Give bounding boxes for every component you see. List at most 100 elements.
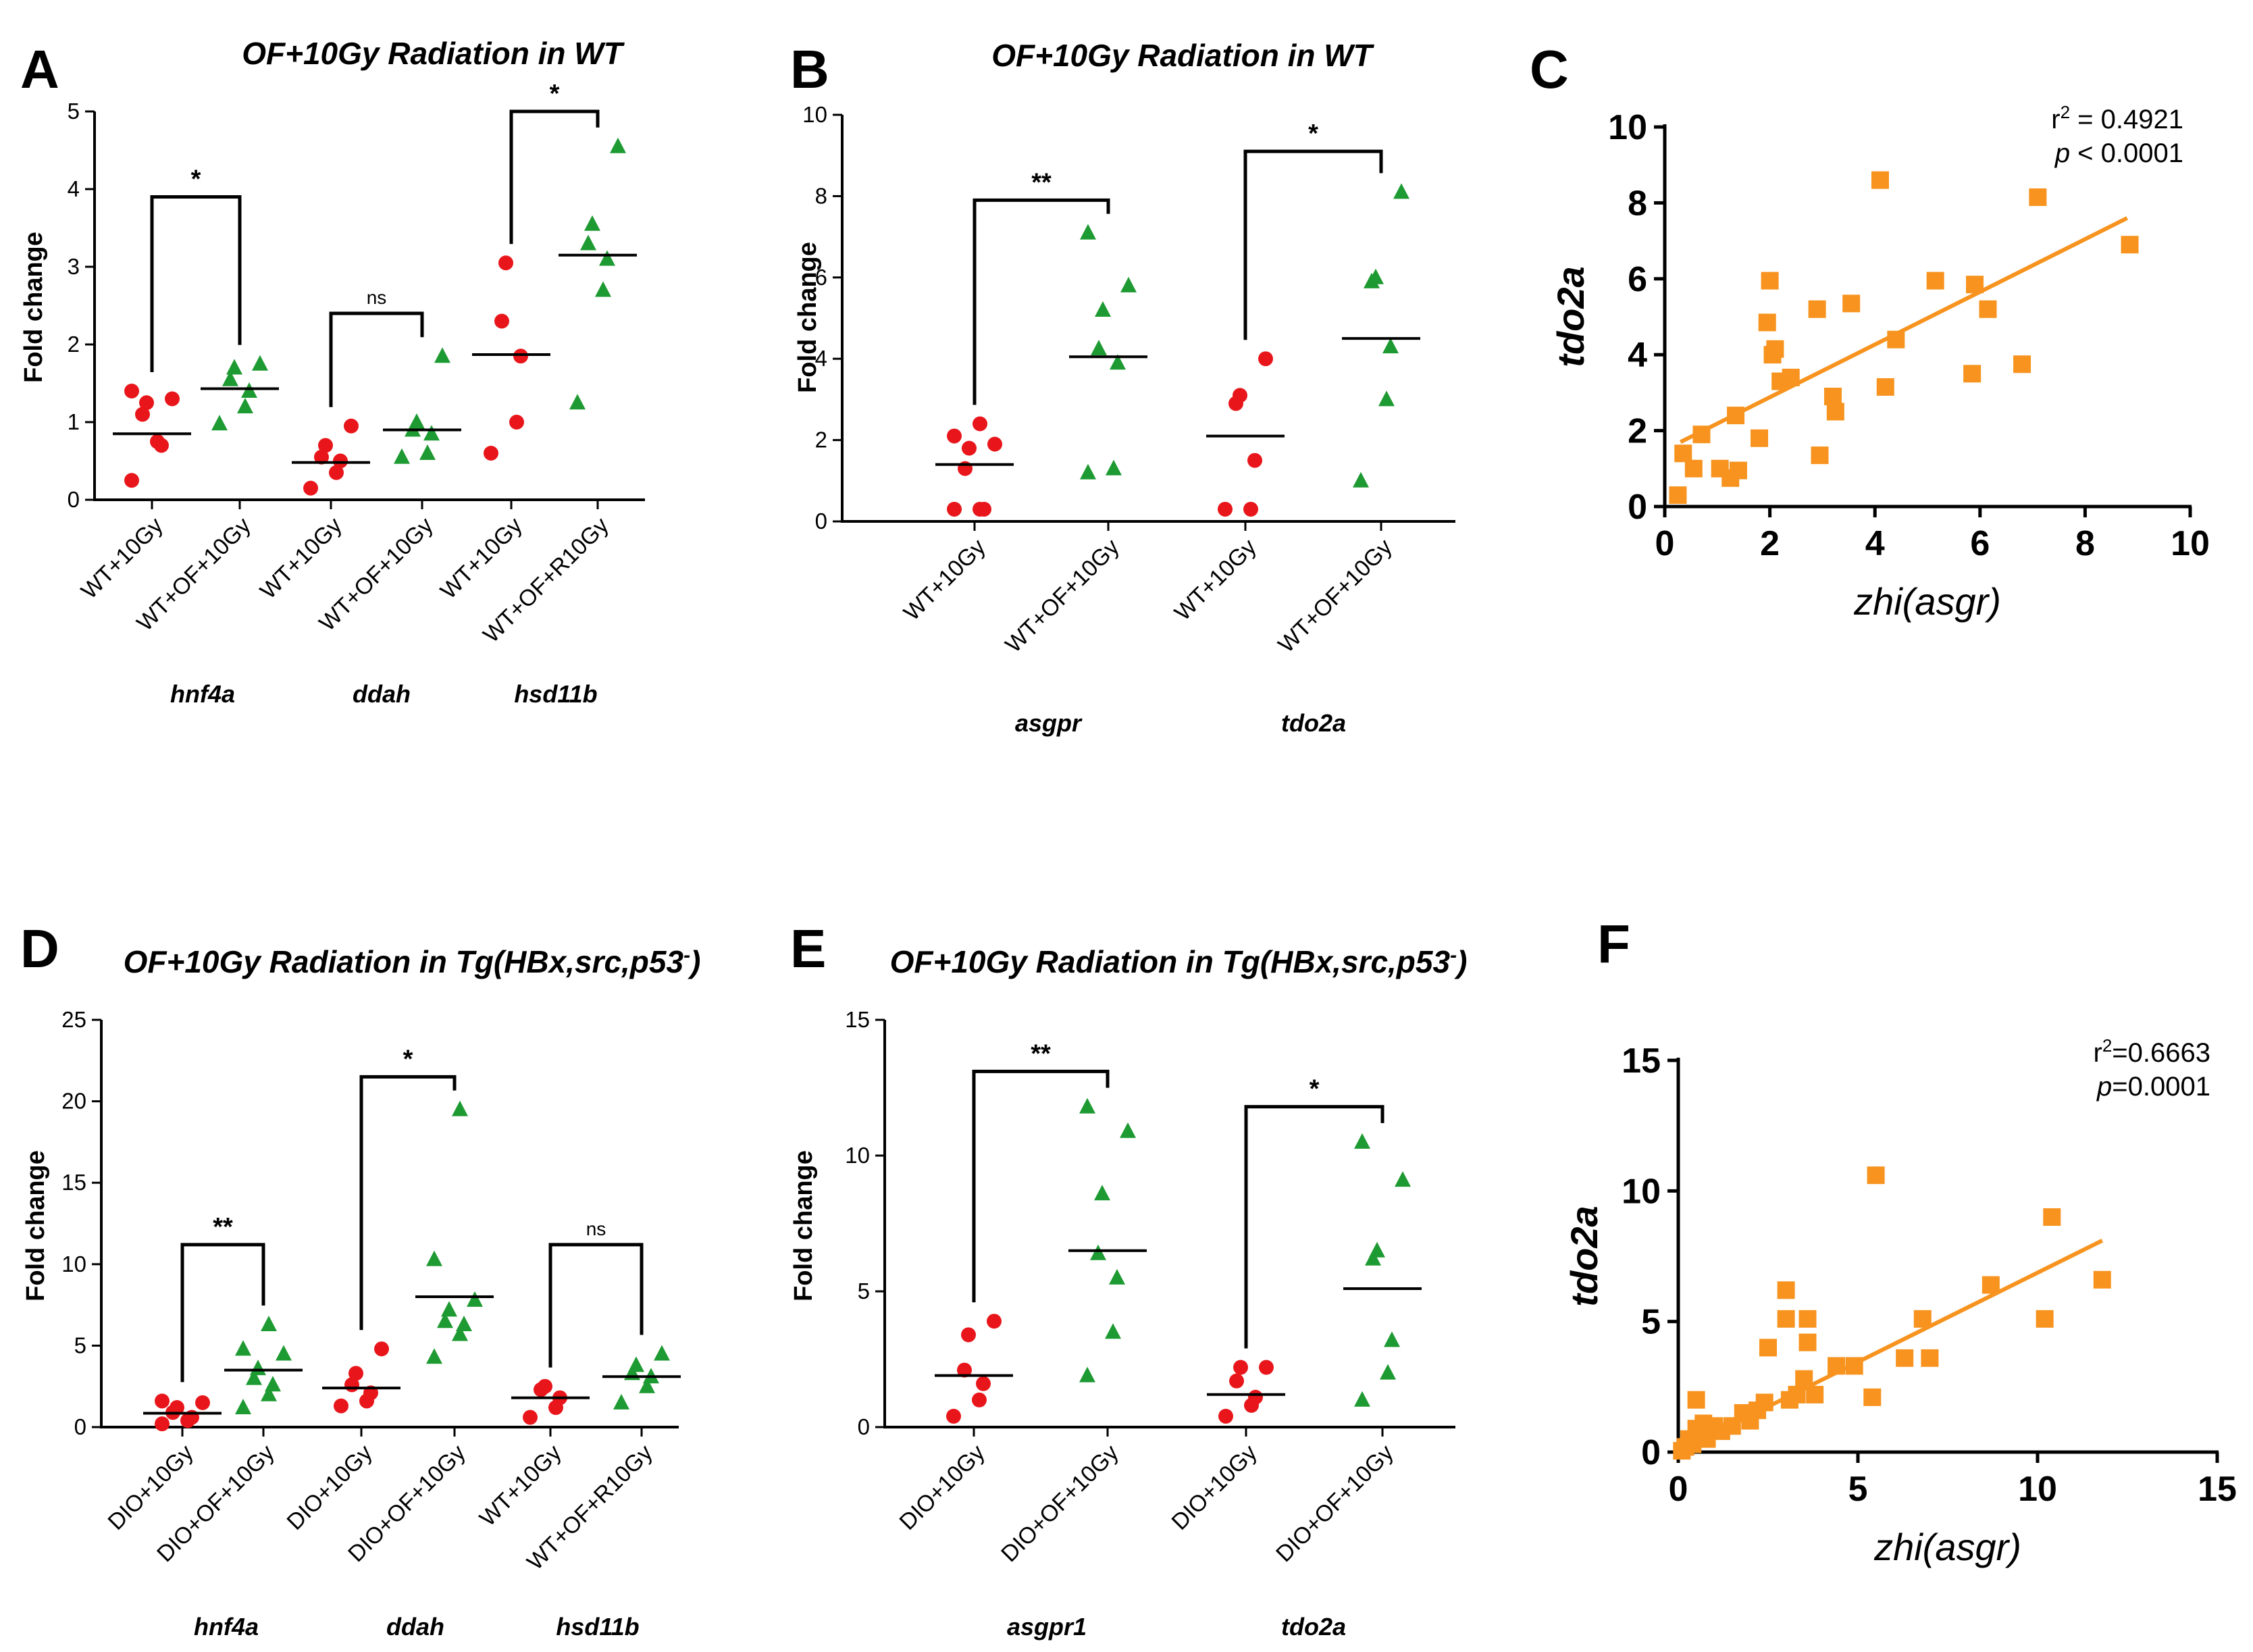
data-point-square [2121, 236, 2139, 254]
data-point-circle [1258, 351, 1273, 367]
y-tick-label: 10 [1622, 1172, 1661, 1211]
data-point-triangle [613, 1393, 629, 1410]
r2-value: = 0.4921 [2070, 105, 2183, 134]
data-point-circle [135, 407, 150, 422]
title-superscript: - [683, 944, 690, 966]
significance-label: ** [1031, 168, 1052, 197]
data-point-square [1823, 388, 1842, 406]
y-tick-label: 15 [845, 1007, 870, 1032]
data-point-triangle [235, 1399, 251, 1415]
gene-label: hnf4a [194, 1613, 259, 1641]
y-tick-label: 5 [74, 1333, 86, 1358]
data-point-square [1669, 486, 1687, 505]
gene-label: hsd11b [514, 680, 597, 708]
panel-title: OF+10Gy Radiation in Tg(HBx,src,p53-) [124, 944, 701, 980]
y-tick-label: 0 [74, 1414, 86, 1439]
data-point-square [1921, 1349, 1939, 1367]
significance-bracket [509, 109, 600, 244]
panel-title: OF+10Gy Radiation in WT [242, 36, 625, 71]
y-tick-label: 8 [1628, 184, 1647, 223]
data-point-circle [344, 418, 359, 434]
data-point-circle [348, 1366, 363, 1381]
p-label: p [2054, 138, 2070, 168]
y-tick-label: 1 [68, 409, 80, 434]
p-value: =0.0001 [2112, 1072, 2210, 1102]
data-point-circle [1259, 1360, 1274, 1375]
gene-label: asgpr [1015, 709, 1083, 737]
data-point-square [1758, 313, 1776, 332]
data-point-circle [987, 1314, 1002, 1329]
data-point-circle [513, 349, 528, 364]
data-point-triangle [1378, 390, 1395, 407]
data-point-circle [523, 1410, 538, 1425]
data-point-square [1788, 1385, 1806, 1403]
data-point-square [1798, 1310, 1817, 1328]
data-point-square [1798, 1333, 1817, 1351]
y-axis-label: Fold change [22, 1150, 50, 1301]
data-point-circle [538, 1378, 552, 1394]
significance-label: ns [586, 1218, 606, 1239]
data-point-square [1982, 1276, 2000, 1294]
data-point-triangle [434, 347, 450, 363]
y-axis-label: Fold change [20, 232, 48, 383]
significance-bracket [1244, 1105, 1384, 1349]
data-point-triangle [467, 1291, 483, 1307]
data-point-square [1826, 403, 1844, 421]
data-point-circle [1229, 1373, 1244, 1389]
significance-bracket [548, 1243, 644, 1368]
panel-label: A [20, 39, 59, 99]
significance-label: ** [213, 1213, 233, 1241]
data-point-triangle [580, 234, 596, 251]
y-tick-label: 4 [815, 346, 827, 371]
data-point-circle [1248, 1389, 1263, 1405]
data-point-square [1913, 1310, 1932, 1328]
data-point-triangle [456, 1316, 472, 1332]
significance-bracket [150, 195, 242, 372]
gene-label: ddah [386, 1613, 444, 1641]
significance-bracket [180, 1243, 265, 1383]
panel-label: E [790, 919, 826, 979]
y-tick-label: 25 [61, 1007, 86, 1032]
data-point-square [1692, 425, 1711, 444]
significance-label: * [550, 80, 560, 108]
data-point-triangle [426, 1348, 442, 1364]
y-tick-label: 5 [1641, 1303, 1661, 1342]
y-tick-label: 0 [858, 1414, 870, 1439]
data-point-circle [946, 1408, 961, 1424]
data-point-circle [509, 415, 524, 430]
data-point-circle [1233, 1360, 1248, 1375]
data-point-triangle [628, 1356, 644, 1372]
panel-title: OF+10Gy Radiation in Tg(HBx,src,p53-) [890, 944, 1468, 980]
data-point-triangle [654, 1345, 670, 1361]
data-point-circle [972, 1392, 987, 1408]
significance-label: * [1310, 1075, 1320, 1104]
data-point-square [1727, 407, 1745, 425]
x-tick-label: 4 [1865, 524, 1885, 563]
data-point-triangle [1354, 1133, 1370, 1149]
significance-label: * [1308, 120, 1318, 148]
data-point-circle [154, 438, 169, 453]
panel-C: C 0 2 4 6 8 10 0 2 4 6 8 10 tdo2a zhi(asgr) r2 = 0.4921… [1530, 39, 2210, 623]
y-tick-label: 3 [68, 254, 80, 279]
y-axis-label: tdo2a [1563, 1206, 1605, 1306]
data-point-square [1729, 461, 1747, 480]
y-tick-label: 10 [1608, 108, 1647, 147]
y-tick-label: 4 [1628, 336, 1647, 375]
data-point-triangle [1110, 354, 1126, 370]
data-point-triangle [419, 444, 436, 460]
data-point-circle [155, 1393, 170, 1409]
data-point-square [1777, 1310, 1795, 1328]
data-point-triangle [1368, 268, 1384, 284]
data-point-square [1863, 1388, 1882, 1406]
data-point-square [1777, 1281, 1795, 1299]
data-point-square [1806, 1385, 1824, 1403]
data-point-circle [329, 465, 344, 480]
significance-bracket [329, 311, 424, 407]
data-point-square [1782, 368, 1800, 386]
data-point-circle [973, 416, 987, 432]
data-point-square [1871, 171, 1889, 189]
y-tick-label: 10 [802, 102, 827, 127]
data-point-triangle [599, 250, 615, 266]
y-axis-label: Fold change [794, 242, 822, 393]
